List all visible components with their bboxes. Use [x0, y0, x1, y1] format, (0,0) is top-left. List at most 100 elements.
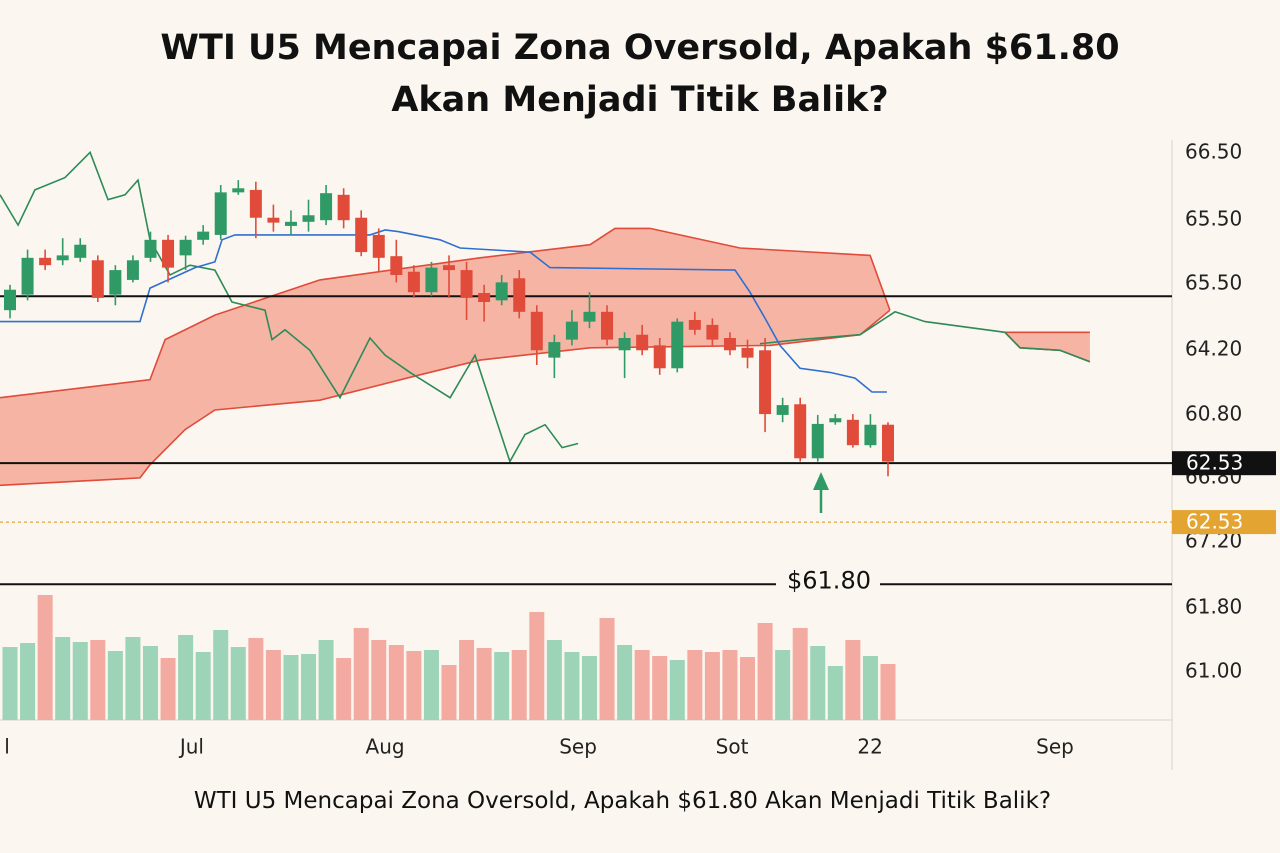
x-tick-label: 22: [857, 735, 882, 759]
volume-bar: [880, 664, 896, 720]
volume-bar: [687, 650, 703, 720]
volume-bar: [827, 666, 843, 720]
x-tick-label: Sep: [559, 735, 597, 759]
candle-body: [74, 244, 87, 258]
candle-body: [4, 289, 17, 311]
volume-bar: [107, 651, 123, 720]
candle-body: [320, 193, 333, 221]
candle-body: [355, 217, 368, 253]
volume-bar: [845, 640, 861, 720]
plot: $61.8066.5065.5065.5064.2060.8066.8067.2…: [0, 140, 1276, 759]
candle-body: [881, 424, 894, 462]
x-tick-label: Sep: [1036, 735, 1074, 759]
arrow: [813, 472, 829, 513]
volume-bar: [634, 650, 650, 720]
candle-body: [741, 347, 754, 358]
candle-body: [759, 350, 772, 415]
cloud-fill: [0, 228, 890, 486]
volume-bar: [301, 654, 317, 720]
candle-body: [249, 189, 262, 218]
candle-body: [495, 282, 508, 301]
candle-body: [864, 424, 877, 446]
volume-bar: [494, 652, 510, 720]
candle-body: [91, 260, 104, 298]
candle-body: [846, 419, 859, 446]
candle-body: [372, 234, 385, 258]
candle-body: [284, 221, 297, 226]
volume-bar: [195, 652, 211, 720]
y-tick-label: 64.20: [1185, 337, 1242, 361]
indicator-line: [0, 150, 579, 464]
candle-body: [407, 271, 420, 293]
candle-body: [197, 231, 210, 240]
candle-body: [460, 270, 473, 298]
price-tag-label: 62.53: [1186, 451, 1243, 475]
candle-body: [390, 256, 403, 275]
x-tick-label: Aug: [366, 735, 405, 759]
candle-body: [478, 293, 491, 302]
candle-body: [636, 334, 649, 351]
candle-body: [56, 255, 69, 261]
volume-bar: [125, 637, 141, 720]
candle-body: [618, 338, 631, 351]
candle-body: [583, 311, 596, 322]
level-text-bg: [776, 568, 880, 599]
volume-bar: [459, 640, 475, 720]
candle-body: [776, 405, 789, 415]
y-tick-label: 60.80: [1185, 402, 1242, 426]
y-tick-label: 61.00: [1185, 659, 1242, 683]
volume-bar: [142, 646, 158, 720]
volume-bar: [423, 650, 439, 720]
candle-body: [706, 324, 719, 340]
candle-body: [21, 257, 34, 295]
volume-bar: [336, 658, 352, 720]
candle-body: [337, 194, 350, 221]
volume-bar: [72, 642, 88, 720]
candle-body: [671, 321, 684, 369]
x-tick-label: l: [4, 735, 10, 759]
candle-body: [109, 270, 122, 295]
indicator-line: [759, 310, 1091, 363]
volume-bar: [90, 640, 106, 720]
y-tick-label: 66.50: [1185, 140, 1242, 164]
volume-bar: [862, 656, 878, 720]
volume-bar: [318, 640, 334, 720]
candle-body: [267, 217, 280, 223]
volume-bar: [617, 645, 633, 720]
y-tick-label: 65.50: [1185, 271, 1242, 295]
candle-body: [425, 267, 438, 293]
volume-bar: [564, 652, 580, 720]
price-tag: [1172, 510, 1276, 535]
x-tick-label: Jul: [178, 735, 204, 759]
volume-bar: [652, 656, 668, 720]
candle-body: [601, 311, 614, 340]
candle-body: [302, 215, 315, 222]
chart-title: WTI U5 Mencapai Zona Oversold, Apakah $6…: [160, 28, 1120, 120]
candle-body: [530, 311, 543, 351]
volume-bar: [55, 637, 71, 720]
volume-bar: [529, 612, 545, 720]
volume-bar: [511, 650, 527, 720]
volume-bar: [213, 630, 229, 720]
volume-bar: [810, 646, 826, 720]
cloud-upper-line: [0, 227, 891, 399]
indicator-line: [0, 229, 887, 393]
volume-bar: [37, 595, 53, 720]
candle-body: [811, 423, 824, 459]
volume-bar: [546, 640, 562, 720]
candle-body: [723, 338, 736, 351]
volume-bar: [283, 655, 299, 720]
volume-bar: [792, 628, 808, 720]
volume-bar: [757, 623, 773, 720]
candle-body: [162, 239, 175, 268]
candle-body: [39, 257, 52, 266]
candle-body: [232, 188, 245, 193]
candle-body: [443, 265, 456, 271]
volume-bar: [2, 647, 18, 720]
level-text: $61.80: [787, 566, 871, 594]
candle-body: [829, 418, 842, 423]
candle-body: [144, 239, 157, 258]
volume-bar: [230, 647, 246, 720]
volume-bar: [740, 657, 756, 720]
caption: WTI U5 Mencapai Zona Oversold, Apakah $6…: [193, 788, 1052, 814]
